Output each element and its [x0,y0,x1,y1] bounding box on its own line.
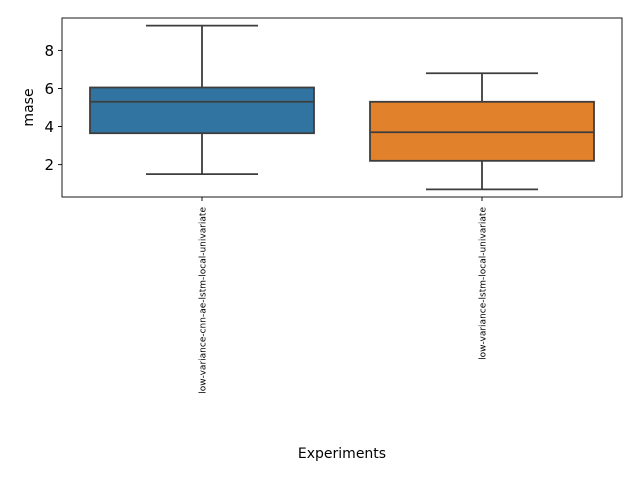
y-tick-label: 6 [44,80,54,98]
box-body [369,100,595,162]
y-tick-label: 8 [44,42,54,60]
box-group [89,24,315,176]
y-tick-label: 4 [44,118,54,136]
x-tick-label: low-variance-lstm-local-univariate [479,207,489,360]
y-axis: 2 4 6 8 [44,42,62,174]
x-tick-label: low-variance-cnn-ae-lstm-local-univariat… [199,207,209,394]
plot-area [61,17,623,198]
x-axis-label: Experiments [298,446,386,462]
box-body [89,86,315,135]
x-axis: low-variance-cnn-ae-lstm-local-univariat… [199,197,489,394]
plot-frame [61,17,623,198]
y-tick-label: 2 [44,156,54,174]
y-axis-label: mase [21,88,37,126]
box-group [369,72,595,191]
